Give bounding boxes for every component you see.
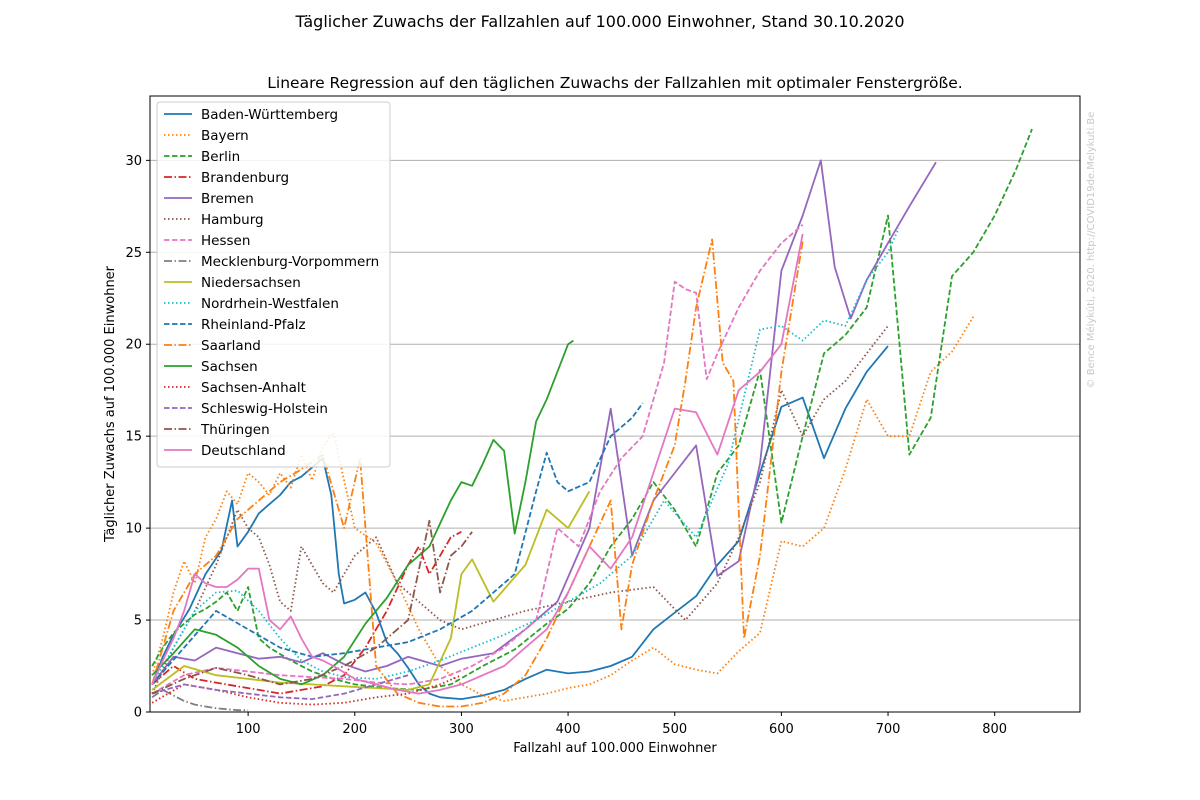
series-lines — [151, 128, 1033, 712]
figure-suptitle: Täglicher Zuwachs der Fallzahlen auf 100… — [295, 12, 905, 31]
legend-label: Nordrhein-Westfalen — [201, 296, 339, 312]
y-axis-ticks: 0 5 10 15 20 25 30 — [125, 154, 150, 721]
series-line-15 — [151, 674, 409, 700]
y-tick-label: 30 — [125, 154, 142, 169]
plot-area-frame — [149, 95, 1081, 713]
series-line-10 — [151, 228, 900, 685]
x-tick-label: 500 — [662, 722, 687, 737]
series-line-12 — [151, 238, 804, 708]
legend-label: Mecklenburg-Vorpommern — [201, 254, 379, 270]
y-tick-label: 10 — [125, 522, 142, 537]
chart-title: Lineare Regression auf den täglichen Zuw… — [267, 74, 962, 92]
x-tick-label: 400 — [556, 722, 581, 737]
y-tick-label: 15 — [125, 430, 142, 445]
legend-label: Berlin — [201, 149, 240, 165]
x-tick-label: 600 — [769, 722, 794, 737]
legend-label: Hessen — [201, 233, 250, 249]
series-line-7 — [151, 224, 804, 695]
legend-label: Thüringen — [200, 422, 270, 438]
series-line-5 — [151, 159, 937, 685]
series-line-13 — [151, 339, 574, 686]
y-tick-label: 25 — [125, 246, 142, 261]
x-tick-label: 300 — [449, 722, 474, 737]
legend-label: Schleswig-Holstein — [201, 401, 328, 417]
y-tick-label: 0 — [134, 706, 142, 721]
series-line-11 — [151, 402, 644, 685]
legend-label: Sachsen — [201, 359, 258, 375]
legend-label: Sachsen-Anhalt — [201, 380, 306, 396]
legend-label: Baden-Württemberg — [201, 107, 338, 123]
x-tick-label: 200 — [342, 722, 367, 737]
series-line-17 — [151, 233, 804, 695]
x-axis-label: Fallzahl auf 100.000 Einwohner — [513, 741, 717, 756]
legend-label: Hamburg — [201, 212, 264, 228]
legend: Baden-Württemberg Bayern Berlin Brandenburg… — [156, 101, 391, 468]
y-tick-label: 5 — [134, 614, 142, 629]
legend-box — [156, 101, 391, 468]
series-line-1 — [151, 345, 889, 700]
x-axis-ticks: 100 200 300 400 500 600 700 800 — [236, 712, 1007, 737]
watermark-text: © Bence Mélykúti, 2020. http://COVID19de… — [1085, 112, 1097, 389]
legend-label: Niedersachsen — [201, 275, 301, 291]
legend-label: Deutschland — [201, 443, 286, 459]
legend-label: Bayern — [201, 128, 249, 144]
x-tick-label: 100 — [236, 722, 261, 737]
series-line-16 — [151, 519, 473, 695]
x-tick-label: 700 — [876, 722, 901, 737]
series-line-4 — [151, 531, 462, 695]
legend-label: Saarland — [201, 338, 261, 354]
series-line-9 — [151, 490, 591, 691]
y-axis-label: Täglicher Zuwachs auf 100.000 Einwohner — [103, 265, 118, 543]
legend-label: Brandenburg — [201, 170, 289, 186]
x-tick-label: 800 — [982, 722, 1007, 737]
legend-label: Rheinland-Pfalz — [201, 317, 306, 333]
series-line-3 — [151, 128, 1033, 691]
series-line-6 — [151, 325, 889, 694]
series-line-8 — [151, 689, 249, 712]
y-tick-label: 20 — [125, 338, 142, 353]
legend-label: Bremen — [201, 191, 254, 207]
